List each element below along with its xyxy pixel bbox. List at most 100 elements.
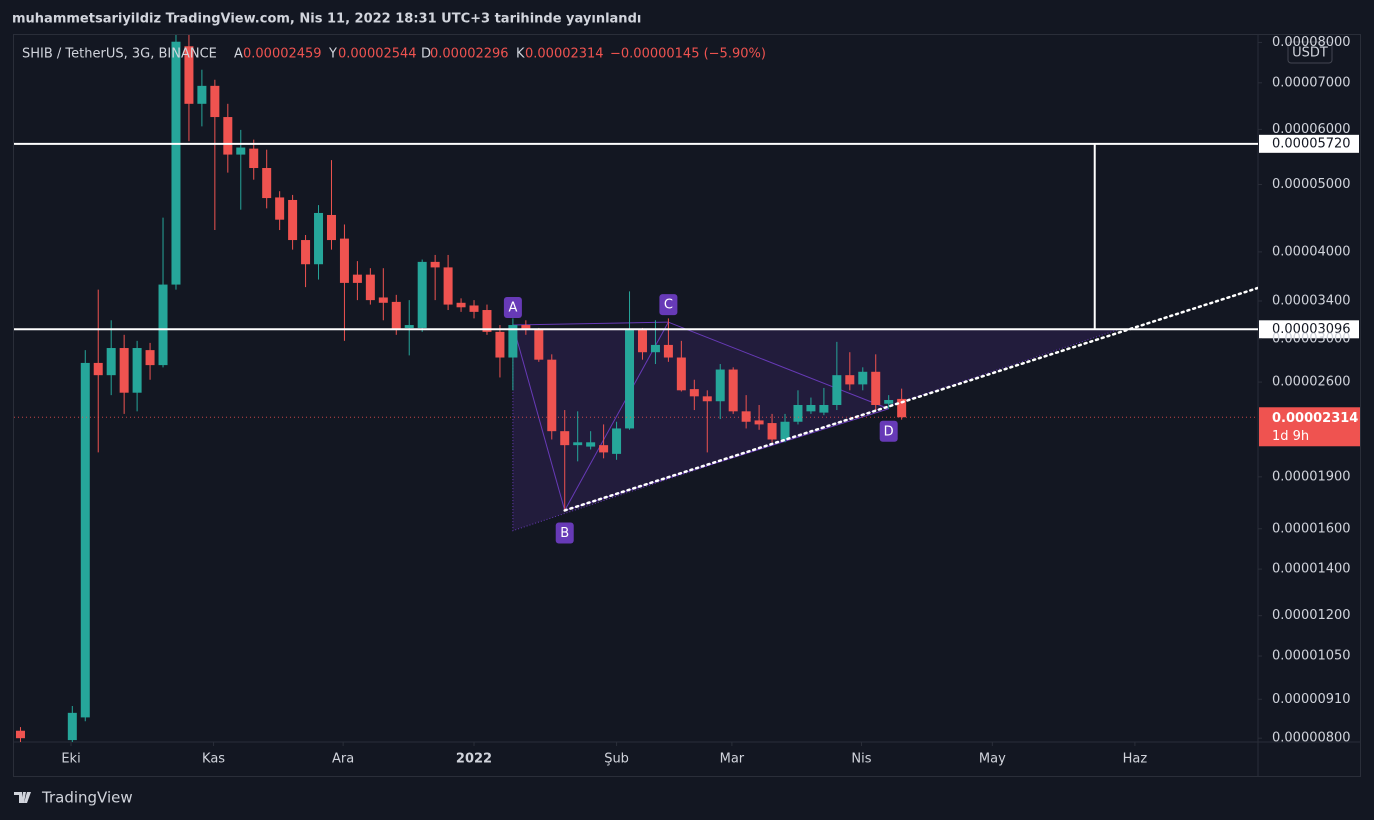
y-tick-label: 0.00000910 bbox=[1272, 692, 1351, 707]
countdown: 1d 9h bbox=[1272, 429, 1309, 444]
candle-body bbox=[301, 240, 311, 265]
candle-body bbox=[106, 348, 116, 376]
candle-body bbox=[534, 329, 544, 360]
candle-body bbox=[404, 325, 414, 328]
level-label-box bbox=[1259, 320, 1359, 339]
change: −0.00000145 (−5.90%) bbox=[610, 47, 766, 62]
pattern-line bbox=[668, 321, 889, 410]
candle-body bbox=[676, 357, 686, 391]
candle-body bbox=[93, 362, 103, 376]
candle-body bbox=[741, 411, 751, 422]
candle-body bbox=[171, 41, 181, 285]
y-tick-label: 0.00002600 bbox=[1272, 375, 1351, 390]
candle-body bbox=[443, 267, 453, 305]
currency-box[interactable] bbox=[1287, 41, 1333, 64]
ohlc-value: 0.00002459 bbox=[243, 47, 322, 62]
candle-body bbox=[326, 214, 336, 241]
candle-body bbox=[249, 148, 259, 169]
overlay: 0.00005720 0.00003096 A B C D 0.00002314 1d 9h bbox=[14, 134, 1360, 544]
y-tick-label: 0.00001400 bbox=[1272, 562, 1351, 577]
y-tick-label: 0.00001200 bbox=[1272, 608, 1351, 623]
x-tick-label: Haz bbox=[1123, 752, 1148, 767]
candle-body bbox=[469, 305, 479, 312]
candle-body bbox=[573, 442, 583, 446]
level-label-box bbox=[1259, 134, 1359, 153]
candle-body bbox=[314, 212, 324, 265]
candle-body bbox=[897, 398, 907, 418]
x-tick-label: Şub bbox=[604, 752, 629, 767]
candle-body bbox=[339, 238, 349, 283]
currency: USDT bbox=[1292, 46, 1328, 61]
pattern-label-box bbox=[555, 522, 574, 544]
candle-body bbox=[858, 371, 868, 385]
candle-body bbox=[871, 371, 881, 405]
y-tick-label: 0.00001600 bbox=[1272, 521, 1351, 536]
candle-body bbox=[612, 428, 622, 454]
ohlc-label: A bbox=[234, 47, 243, 62]
pattern-label-box bbox=[659, 294, 678, 316]
candle-body bbox=[262, 168, 272, 199]
ohlc-label: Y bbox=[328, 47, 337, 62]
candle-body bbox=[145, 350, 155, 366]
pattern-label: C bbox=[664, 298, 673, 313]
x-tick-label: 2022 bbox=[456, 752, 492, 767]
candle-body bbox=[365, 274, 375, 301]
pattern-line bbox=[564, 321, 669, 511]
symbol-title: SHIB / TetherUS, 3G, BINANCE bbox=[22, 47, 217, 62]
candle-body bbox=[391, 301, 401, 330]
candle-body bbox=[793, 404, 803, 422]
ohlc-value: 0.00002544 bbox=[338, 47, 417, 62]
candle-body bbox=[845, 375, 855, 385]
candle-body bbox=[80, 362, 90, 718]
brand: TradingView bbox=[41, 789, 133, 807]
pattern-label: A bbox=[508, 301, 517, 316]
candle-body bbox=[832, 375, 842, 405]
x-tick-label: Ara bbox=[332, 752, 354, 767]
pattern-line bbox=[512, 321, 669, 326]
ohlc-label: K bbox=[516, 47, 525, 62]
candle-body bbox=[495, 331, 505, 358]
y-tick-label: 0.00001900 bbox=[1272, 469, 1351, 484]
candle-body bbox=[158, 284, 168, 366]
candle-body bbox=[689, 389, 699, 397]
candle-body bbox=[119, 348, 129, 393]
candle-body bbox=[288, 199, 298, 241]
candle-body bbox=[197, 85, 207, 104]
candle-body bbox=[210, 85, 220, 118]
pattern-label-box bbox=[879, 420, 898, 442]
candle-body bbox=[884, 400, 894, 404]
candle-body bbox=[754, 420, 764, 425]
candle-body bbox=[560, 431, 570, 446]
x-tick-label: May bbox=[979, 752, 1006, 767]
pattern-label: D bbox=[884, 424, 894, 439]
candle-body bbox=[15, 730, 25, 739]
candle-body bbox=[728, 369, 738, 412]
candle-body bbox=[637, 329, 647, 353]
ohlc-value: 0.00002314 bbox=[525, 47, 604, 62]
candle-body bbox=[663, 344, 673, 358]
candle-body bbox=[378, 297, 388, 303]
candle-body bbox=[547, 359, 557, 432]
candle-body bbox=[715, 369, 725, 402]
candle-body bbox=[819, 404, 829, 413]
candle-body bbox=[430, 261, 440, 268]
candle-body bbox=[625, 329, 635, 429]
candle-body bbox=[767, 423, 777, 440]
pattern-label: B bbox=[560, 526, 569, 541]
y-tick-label: 0.00000800 bbox=[1272, 731, 1351, 746]
y-tick-label: 0.00008000 bbox=[1272, 35, 1351, 50]
candle-body bbox=[132, 348, 142, 393]
candle-body bbox=[456, 302, 466, 308]
candle-body bbox=[352, 274, 362, 283]
x-tick-label: Mar bbox=[720, 752, 745, 767]
plot bbox=[14, 35, 1258, 742]
candle-body bbox=[650, 344, 660, 353]
candle-body bbox=[806, 404, 816, 412]
pattern-label-box bbox=[503, 297, 522, 319]
x-tick-label: Nis bbox=[851, 752, 871, 767]
candle-body bbox=[184, 46, 194, 104]
y-tick-label: 0.00007000 bbox=[1272, 75, 1351, 90]
brand-logo bbox=[14, 792, 31, 803]
